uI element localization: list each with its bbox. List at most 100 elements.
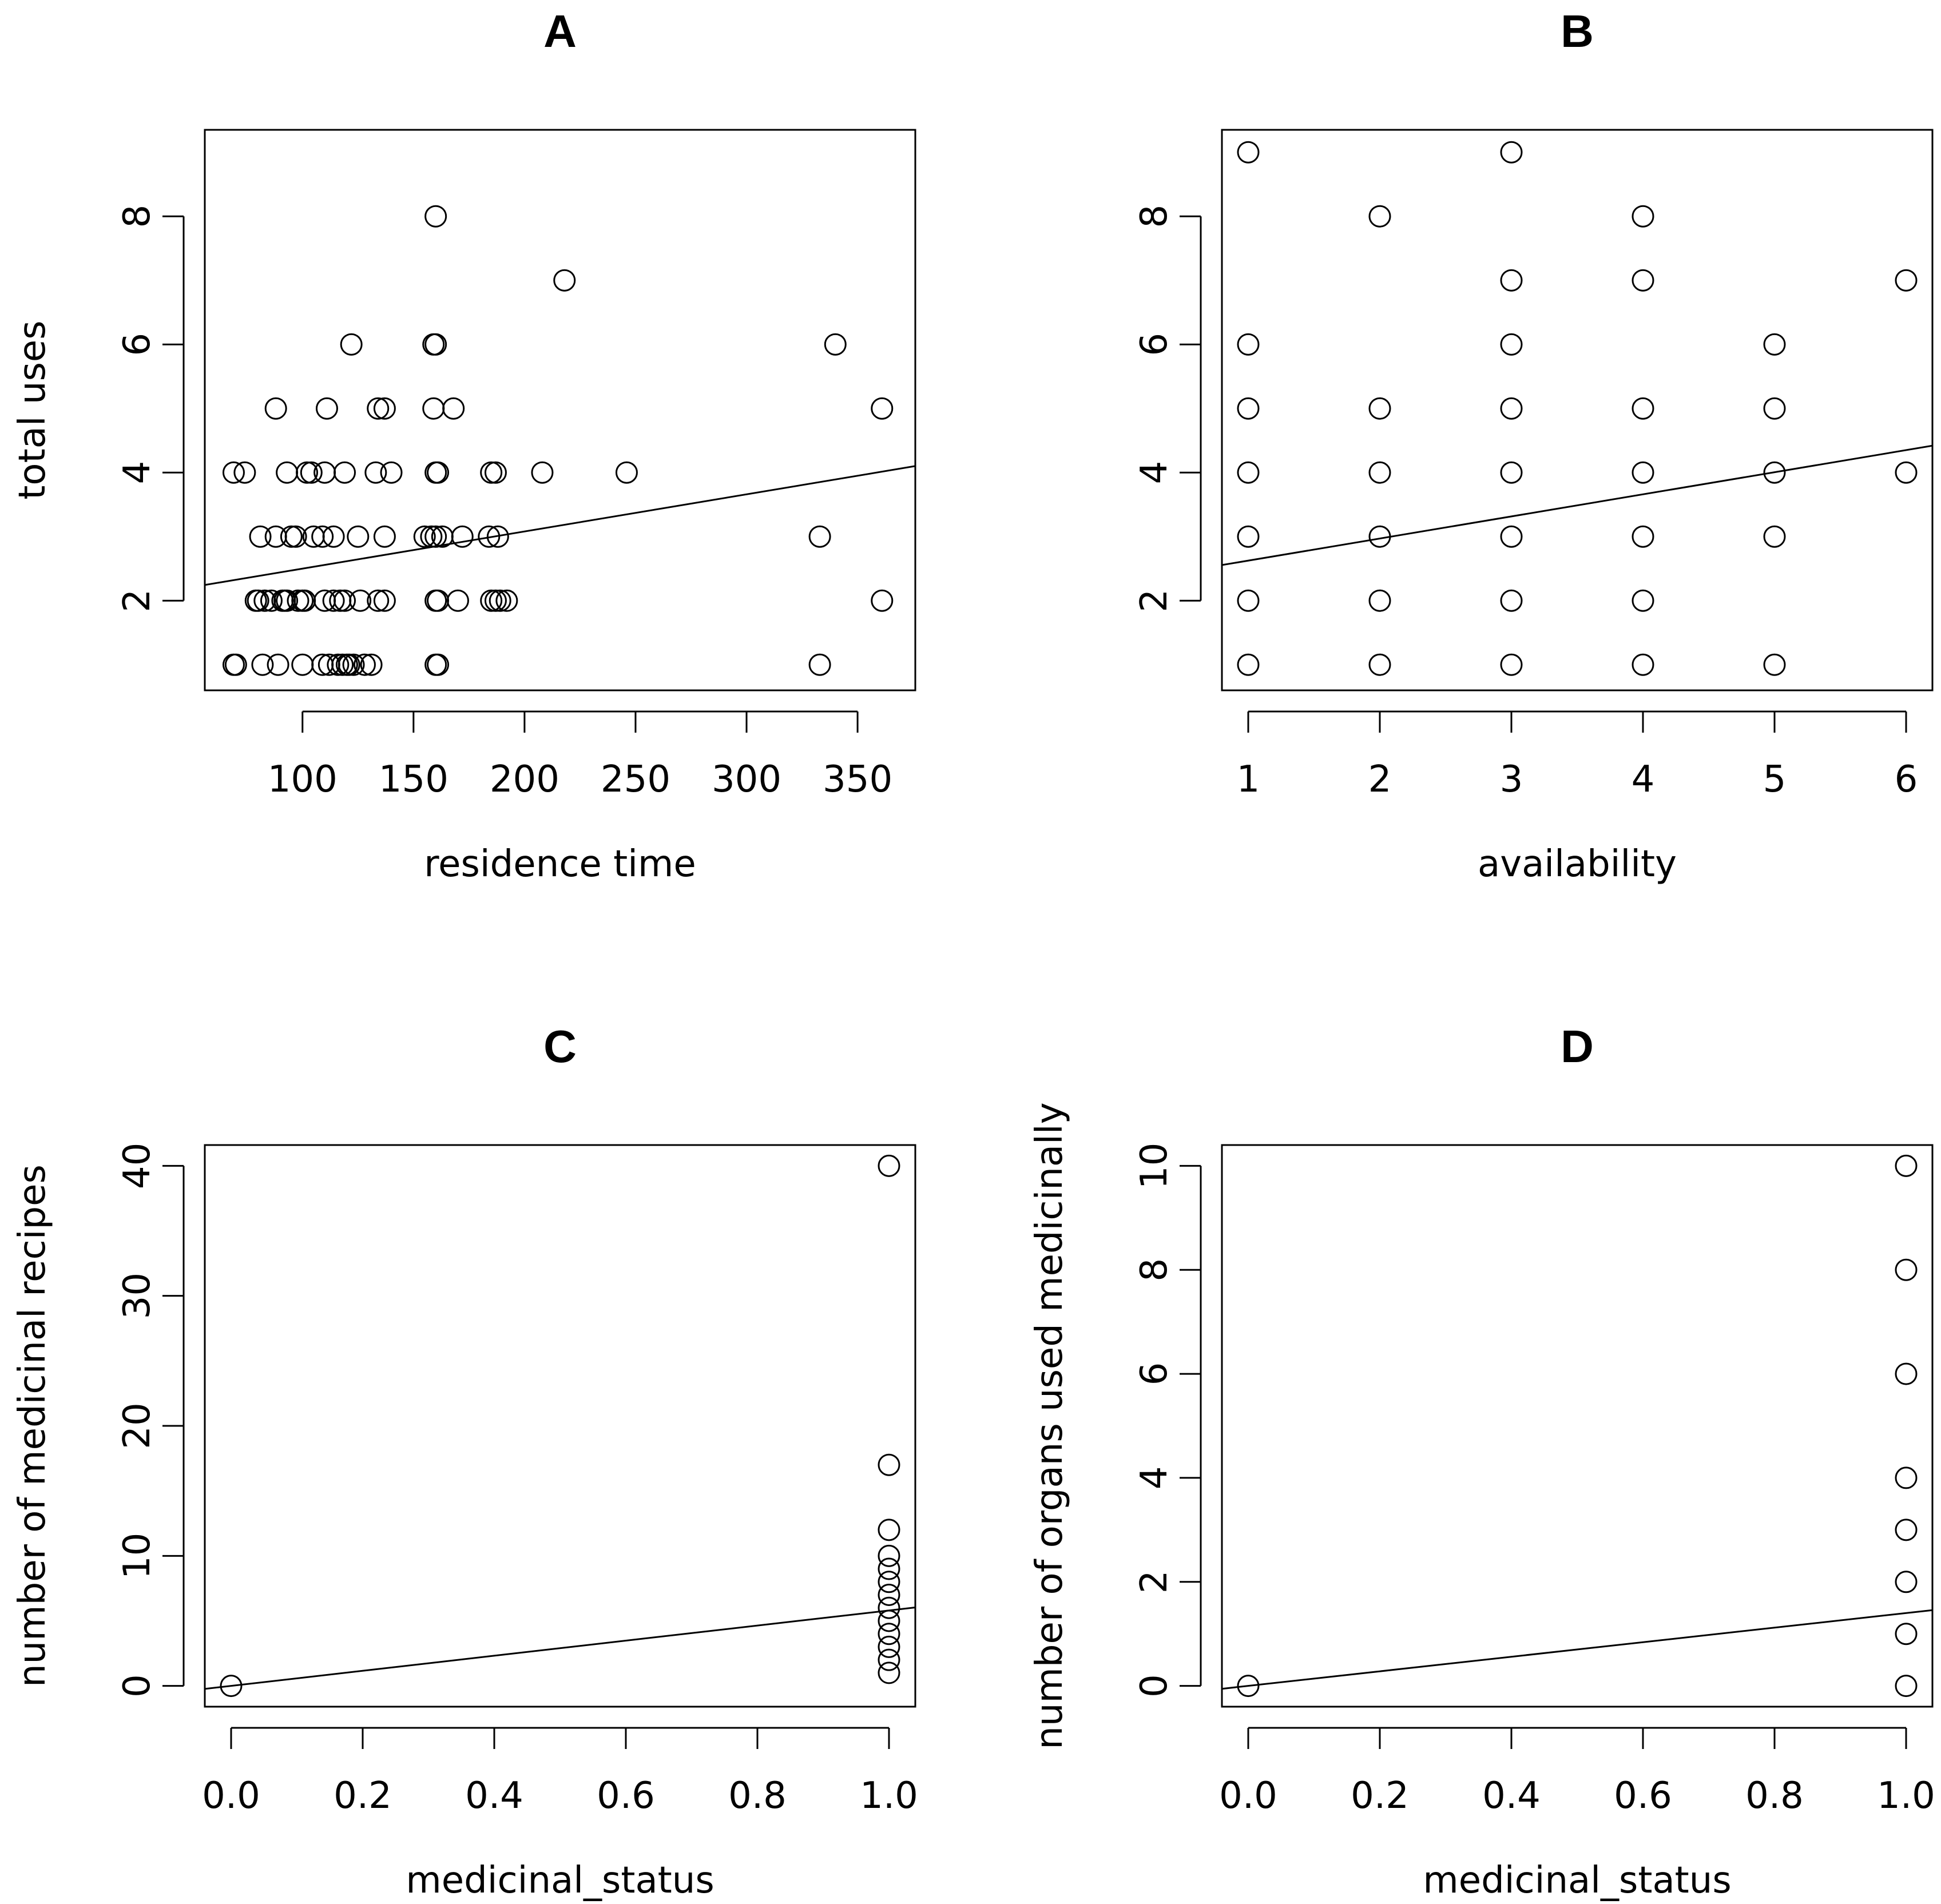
y-tick-label-d: 6 bbox=[1133, 1362, 1176, 1386]
data-point-a bbox=[349, 589, 372, 612]
data-point-b bbox=[1763, 333, 1786, 356]
data-point-a bbox=[420, 525, 443, 548]
data-point-b bbox=[1368, 461, 1391, 484]
data-point-b bbox=[1368, 205, 1391, 228]
panel-title-d: D bbox=[1561, 1021, 1594, 1072]
data-point-b bbox=[1632, 269, 1654, 292]
data-point-b bbox=[1237, 397, 1260, 420]
data-point-c bbox=[878, 1571, 900, 1593]
data-point-b bbox=[1895, 461, 1918, 484]
data-point-a bbox=[871, 589, 894, 612]
data-point-a bbox=[495, 589, 518, 612]
x-tick-label-c: 0.0 bbox=[202, 1775, 260, 1817]
plot-area-c bbox=[205, 1154, 915, 1698]
y-tick-label-b: 2 bbox=[1133, 589, 1176, 613]
data-point-a bbox=[249, 525, 272, 548]
data-point-a bbox=[340, 333, 363, 356]
data-point-a bbox=[222, 653, 245, 676]
data-point-b bbox=[1368, 397, 1391, 420]
y-tick-label-d: 2 bbox=[1133, 1570, 1176, 1593]
data-point-a bbox=[260, 589, 283, 612]
panel-c: C 0.0 0.2 0.4 0.6 0.8 1.0 0 10 20 30 40 medicinal_st… bbox=[11, 1021, 918, 1902]
plot-frame-b bbox=[1221, 129, 1934, 691]
data-point-b bbox=[1500, 397, 1523, 420]
data-point-b bbox=[1500, 525, 1523, 548]
y-tick-label-c: 0 bbox=[116, 1674, 158, 1698]
data-point-a bbox=[300, 461, 323, 484]
data-point-b bbox=[1632, 461, 1654, 484]
data-point-a bbox=[424, 653, 447, 676]
x-tick-label-a: 150 bbox=[379, 758, 448, 801]
data-point-a bbox=[353, 653, 376, 676]
data-point-a bbox=[808, 653, 831, 676]
regression-line-c bbox=[205, 1607, 915, 1690]
x-tick-label-d: 1.0 bbox=[1877, 1775, 1935, 1817]
x-tick-label-c: 1.0 bbox=[860, 1775, 918, 1817]
data-point-a bbox=[331, 653, 354, 676]
y-tick-label-b: 6 bbox=[1133, 333, 1176, 356]
data-point-a bbox=[480, 589, 503, 612]
data-point-a bbox=[347, 525, 370, 548]
data-point-b bbox=[1500, 333, 1523, 356]
panel-b: B 1 2 3 4 5 6 2 4 6 8 availability bbox=[1133, 6, 1934, 885]
x-axis-label-c: medicinal_status bbox=[406, 1859, 714, 1902]
y-tick-label-b: 4 bbox=[1133, 461, 1176, 484]
data-point-a bbox=[311, 525, 334, 548]
data-point-a bbox=[413, 525, 436, 548]
x-tick-label-c: 0.2 bbox=[334, 1775, 392, 1817]
data-point-a bbox=[233, 461, 256, 484]
data-point-a bbox=[291, 653, 314, 676]
data-point-a bbox=[264, 397, 287, 420]
data-point-a bbox=[222, 461, 245, 484]
data-point-b bbox=[1763, 525, 1786, 548]
data-point-a bbox=[424, 589, 447, 612]
data-point-b bbox=[1500, 653, 1523, 676]
data-point-c bbox=[878, 1557, 900, 1580]
data-point-a bbox=[315, 397, 338, 420]
data-point-a bbox=[615, 461, 638, 484]
x-tick-label-a: 100 bbox=[268, 758, 338, 801]
data-point-a bbox=[424, 525, 447, 548]
data-point-b bbox=[1632, 589, 1654, 612]
data-point-b bbox=[1237, 141, 1260, 164]
x-tick-label-d: 0.8 bbox=[1745, 1775, 1804, 1817]
x-axis-label-a: residence time bbox=[424, 843, 696, 885]
data-point-a bbox=[334, 589, 356, 612]
x-tick-label-d: 0.6 bbox=[1614, 1775, 1672, 1817]
data-point-b bbox=[1237, 653, 1260, 676]
data-point-a bbox=[287, 589, 309, 612]
data-point-a bbox=[427, 589, 450, 612]
data-point-b bbox=[1500, 269, 1523, 292]
y-tick-label-d: 8 bbox=[1133, 1258, 1176, 1282]
data-point-b bbox=[1237, 461, 1260, 484]
x-tick-label-a: 300 bbox=[712, 758, 781, 801]
data-point-b bbox=[1368, 525, 1391, 548]
data-point-a bbox=[224, 653, 247, 676]
data-point-a bbox=[531, 461, 554, 484]
data-point-b bbox=[1237, 525, 1260, 548]
data-point-a bbox=[484, 589, 507, 612]
data-point-a bbox=[484, 461, 507, 484]
x-tick-label-c: 0.8 bbox=[728, 1775, 787, 1817]
x-tick-label-a: 250 bbox=[601, 758, 670, 801]
data-point-b bbox=[1500, 589, 1523, 612]
data-point-b bbox=[1368, 589, 1391, 612]
data-point-a bbox=[364, 461, 387, 484]
x-axis-label-d: medicinal_status bbox=[1423, 1859, 1731, 1902]
plot-frame-d bbox=[1221, 1144, 1934, 1708]
data-point-a bbox=[446, 589, 469, 612]
x-tick-label-b: 2 bbox=[1368, 758, 1392, 801]
data-point-c bbox=[878, 1661, 900, 1684]
panel-d: D 0.0 0.2 0.4 0.6 0.8 1.0 0 2 4 6 8 10 medicinal_stat… bbox=[1029, 1021, 1935, 1902]
data-point-a bbox=[451, 525, 474, 548]
y-tick-label-a: 4 bbox=[116, 461, 158, 484]
data-point-b bbox=[1895, 269, 1918, 292]
plot-area-d bbox=[1222, 1154, 1932, 1698]
data-point-d bbox=[1895, 1623, 1918, 1645]
data-point-a bbox=[424, 205, 447, 228]
data-point-a bbox=[276, 461, 299, 484]
data-point-a bbox=[342, 653, 365, 676]
x-tick-label-b: 4 bbox=[1632, 758, 1655, 801]
data-point-d bbox=[1895, 1675, 1918, 1698]
data-point-a bbox=[373, 397, 396, 420]
